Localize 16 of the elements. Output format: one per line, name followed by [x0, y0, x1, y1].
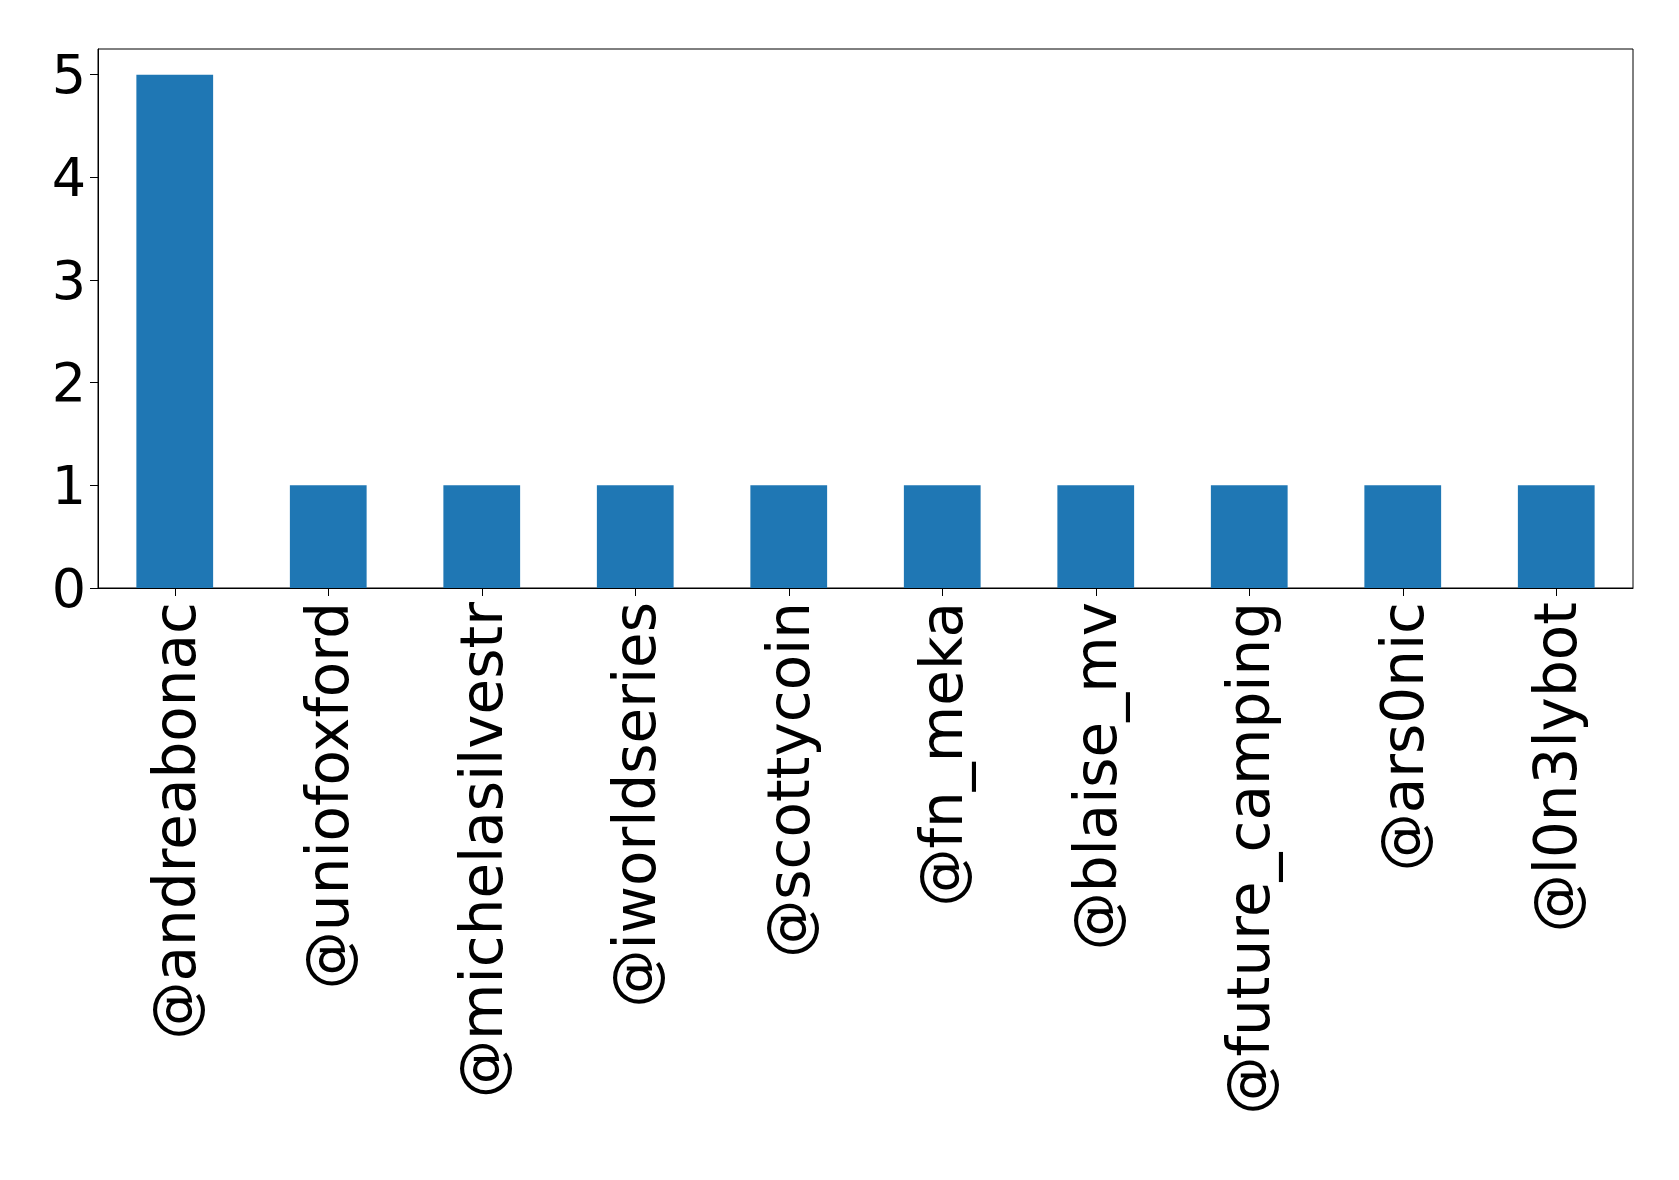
- x-tick-label: @blaise_mv: [1061, 602, 1130, 951]
- y-tick-label: 0: [51, 556, 86, 620]
- x-tick-label: @uniofoxford: [294, 602, 363, 990]
- y-tick-label: 3: [51, 248, 86, 312]
- x-tick-label: @scottycoin: [754, 602, 823, 958]
- y-tick-label: 1: [51, 453, 86, 517]
- x-tick-label: @future_camping: [1215, 602, 1284, 1115]
- y-tick-label: 2: [51, 351, 86, 415]
- x-tick-label: @iworldseries: [601, 602, 670, 1008]
- y-tick-label: 5: [51, 43, 86, 107]
- x-tick-label: @ars0nic: [1368, 602, 1437, 872]
- x-tick-label: @michelasilvestr: [447, 601, 516, 1098]
- x-tick-label: @fn_meka: [908, 602, 977, 907]
- x-tick-label: @l0n3lybot: [1522, 602, 1591, 933]
- x-tick-label: @andreabonac: [140, 602, 209, 1040]
- y-tick-label: 4: [51, 145, 86, 209]
